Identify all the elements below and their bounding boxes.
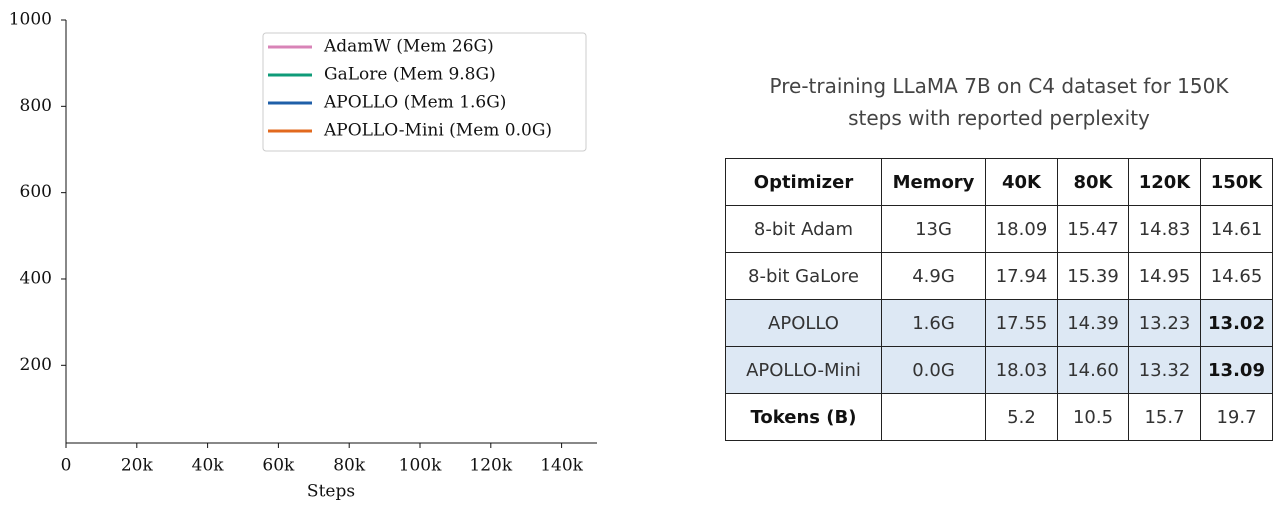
table-title: Pre-training LLaMA 7B on C4 dataset for … [769, 74, 1229, 130]
table-panel: Pre-training LLaMA 7B on C4 dataset for … [725, 70, 1273, 441]
y-tick-label: 200 [20, 355, 52, 375]
cell: 14.39 [1057, 299, 1129, 347]
header-cell: Memory [881, 158, 986, 206]
y-tick-label: 600 [20, 182, 52, 202]
cell: 4.9G [881, 252, 986, 300]
row: 8-bit Adam 13G 18.09 15.47 14.83 14.61 [725, 205, 1273, 253]
cell: 17.94 [985, 252, 1058, 300]
row: Tokens (B) 5.2 10.5 15.7 19.7 [725, 393, 1273, 441]
cell: 0.0G [881, 346, 986, 394]
cell: APOLLO [725, 299, 882, 347]
x-tick-label: 140k [540, 456, 583, 476]
cell: 15.7 [1128, 393, 1201, 441]
y-tick-label: 1000 [9, 10, 52, 30]
x-axis-label: Steps [307, 482, 355, 502]
cell: 13.09 [1200, 346, 1273, 394]
table: Optimizer Memory 40K 80K 120K 150K 8-bit… [725, 158, 1273, 441]
x-tick-label: 100k [399, 456, 442, 476]
x-tick-label: 20k [121, 456, 154, 476]
cell: APOLLO-Mini [725, 346, 882, 394]
header-cell: Optimizer [725, 158, 882, 206]
cell: 17.55 [985, 299, 1058, 347]
cell: 14.95 [1128, 252, 1201, 300]
cell: 18.09 [985, 205, 1058, 253]
legend-label: APOLLO (Mem 1.6G) [323, 93, 506, 113]
cell [881, 393, 986, 441]
row: 8-bit GaLore 4.9G 17.94 15.39 14.95 14.6… [725, 252, 1273, 300]
cell: 10.5 [1057, 393, 1129, 441]
cell: 13.02 [1200, 299, 1273, 347]
cell: 19.7 [1200, 393, 1273, 441]
cell: 13G [881, 205, 986, 253]
legend-label: GaLore (Mem 9.8G) [324, 65, 496, 85]
header-cell: 80K [1057, 158, 1129, 206]
cell: Tokens (B) [725, 393, 882, 441]
cell: 14.61 [1200, 205, 1273, 253]
cell: 18.03 [985, 346, 1058, 394]
legend-label: AdamW (Mem 26G) [323, 37, 494, 57]
x-tick-label: 80k [333, 456, 366, 476]
y-tick-label: 400 [20, 268, 52, 288]
cell: 14.83 [1128, 205, 1201, 253]
x-tick-label: 60k [262, 456, 295, 476]
x-tick-label: 40k [192, 456, 225, 476]
header-row: Optimizer Memory 40K 80K 120K 150K [725, 158, 1273, 206]
y-tick-label: 800 [20, 96, 52, 116]
cell: 13.23 [1128, 299, 1201, 347]
cell: 14.60 [1057, 346, 1129, 394]
chart: Steps 200 400 600 800 1000 0 20k 40k 60k 80k 100k 1… [9, 10, 597, 502]
x-tick-label: 120k [469, 456, 512, 476]
legend-box [262, 32, 587, 152]
header-cell: 120K [1128, 158, 1201, 206]
legend-label: APOLLO-Mini (Mem 0.0G) [323, 121, 552, 141]
cell: 8-bit Adam [725, 205, 882, 253]
header-cell: 40K [985, 158, 1058, 206]
cell: 1.6G [881, 299, 986, 347]
cell: 15.47 [1057, 205, 1129, 253]
cell: 15.39 [1057, 252, 1129, 300]
header-cell: 150K [1200, 158, 1273, 206]
cell: 5.2 [985, 393, 1058, 441]
cell: 13.32 [1128, 346, 1201, 394]
x-tick-label: 0 [61, 456, 72, 476]
cell: 14.65 [1200, 252, 1273, 300]
cell: 8-bit GaLore [725, 252, 882, 300]
row: APOLLO 1.6G 17.55 14.39 13.23 13.02 [725, 299, 1273, 347]
row: APOLLO-Mini 0.0G 18.03 14.60 13.32 13.09 [725, 346, 1273, 394]
